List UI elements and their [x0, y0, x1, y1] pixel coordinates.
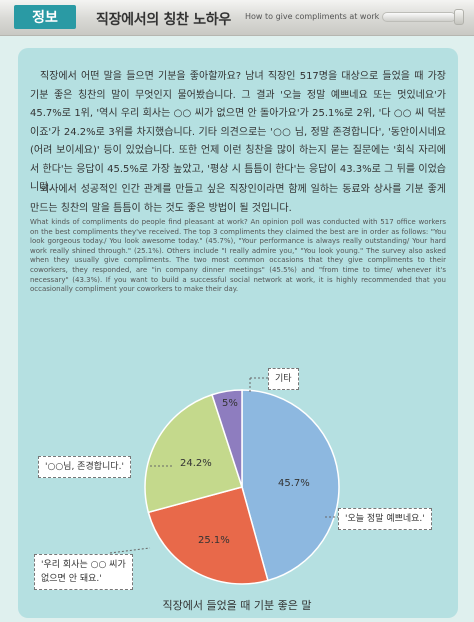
- slice-label-respect: 24.2%: [180, 458, 212, 469]
- chart-caption: 직장에서 들었을 때 기분 좋은 말: [162, 599, 312, 612]
- korean-paragraph-2: 회사에서 성공적인 인간 관계를 만들고 싶은 직장인이라면 함께 일하는 동료…: [30, 184, 446, 214]
- slice-label-other: 5%: [222, 398, 238, 409]
- slice-label-company: 25.1%: [198, 535, 230, 546]
- callout-pretty: '오늘 정말 예쁘네요.': [338, 508, 432, 530]
- callout-respect: '○○님, 존경합니다.': [38, 456, 131, 478]
- callout-company-line-2: 없으면 안 돼요.': [41, 574, 102, 584]
- section-tag: 정보: [14, 5, 76, 29]
- english-translation: What kinds of compliments do people find…: [30, 218, 446, 294]
- page-subtitle: How to give compliments at work: [245, 12, 380, 21]
- slice-label-pretty: 45.7%: [278, 478, 310, 489]
- decorative-rod: [382, 12, 456, 22]
- callout-other: 기타: [268, 368, 299, 390]
- page-title: 직장에서의 칭찬 노하우: [96, 12, 231, 28]
- header-bar: 정보 직장에서의 칭찬 노하우 How to give compliments …: [0, 0, 474, 36]
- callout-company-line-1: '우리 회사는 ○○ 씨가: [41, 560, 126, 570]
- callout-company: '우리 회사는 ○○ 씨가 없으면 안 돼요.': [34, 554, 133, 590]
- korean-paragraph-1: 직장에서 어떤 말을 들으면 기분을 좋아할까요? 남녀 직장인 517명을 대…: [30, 71, 446, 193]
- decorative-rod-cap: [454, 9, 464, 25]
